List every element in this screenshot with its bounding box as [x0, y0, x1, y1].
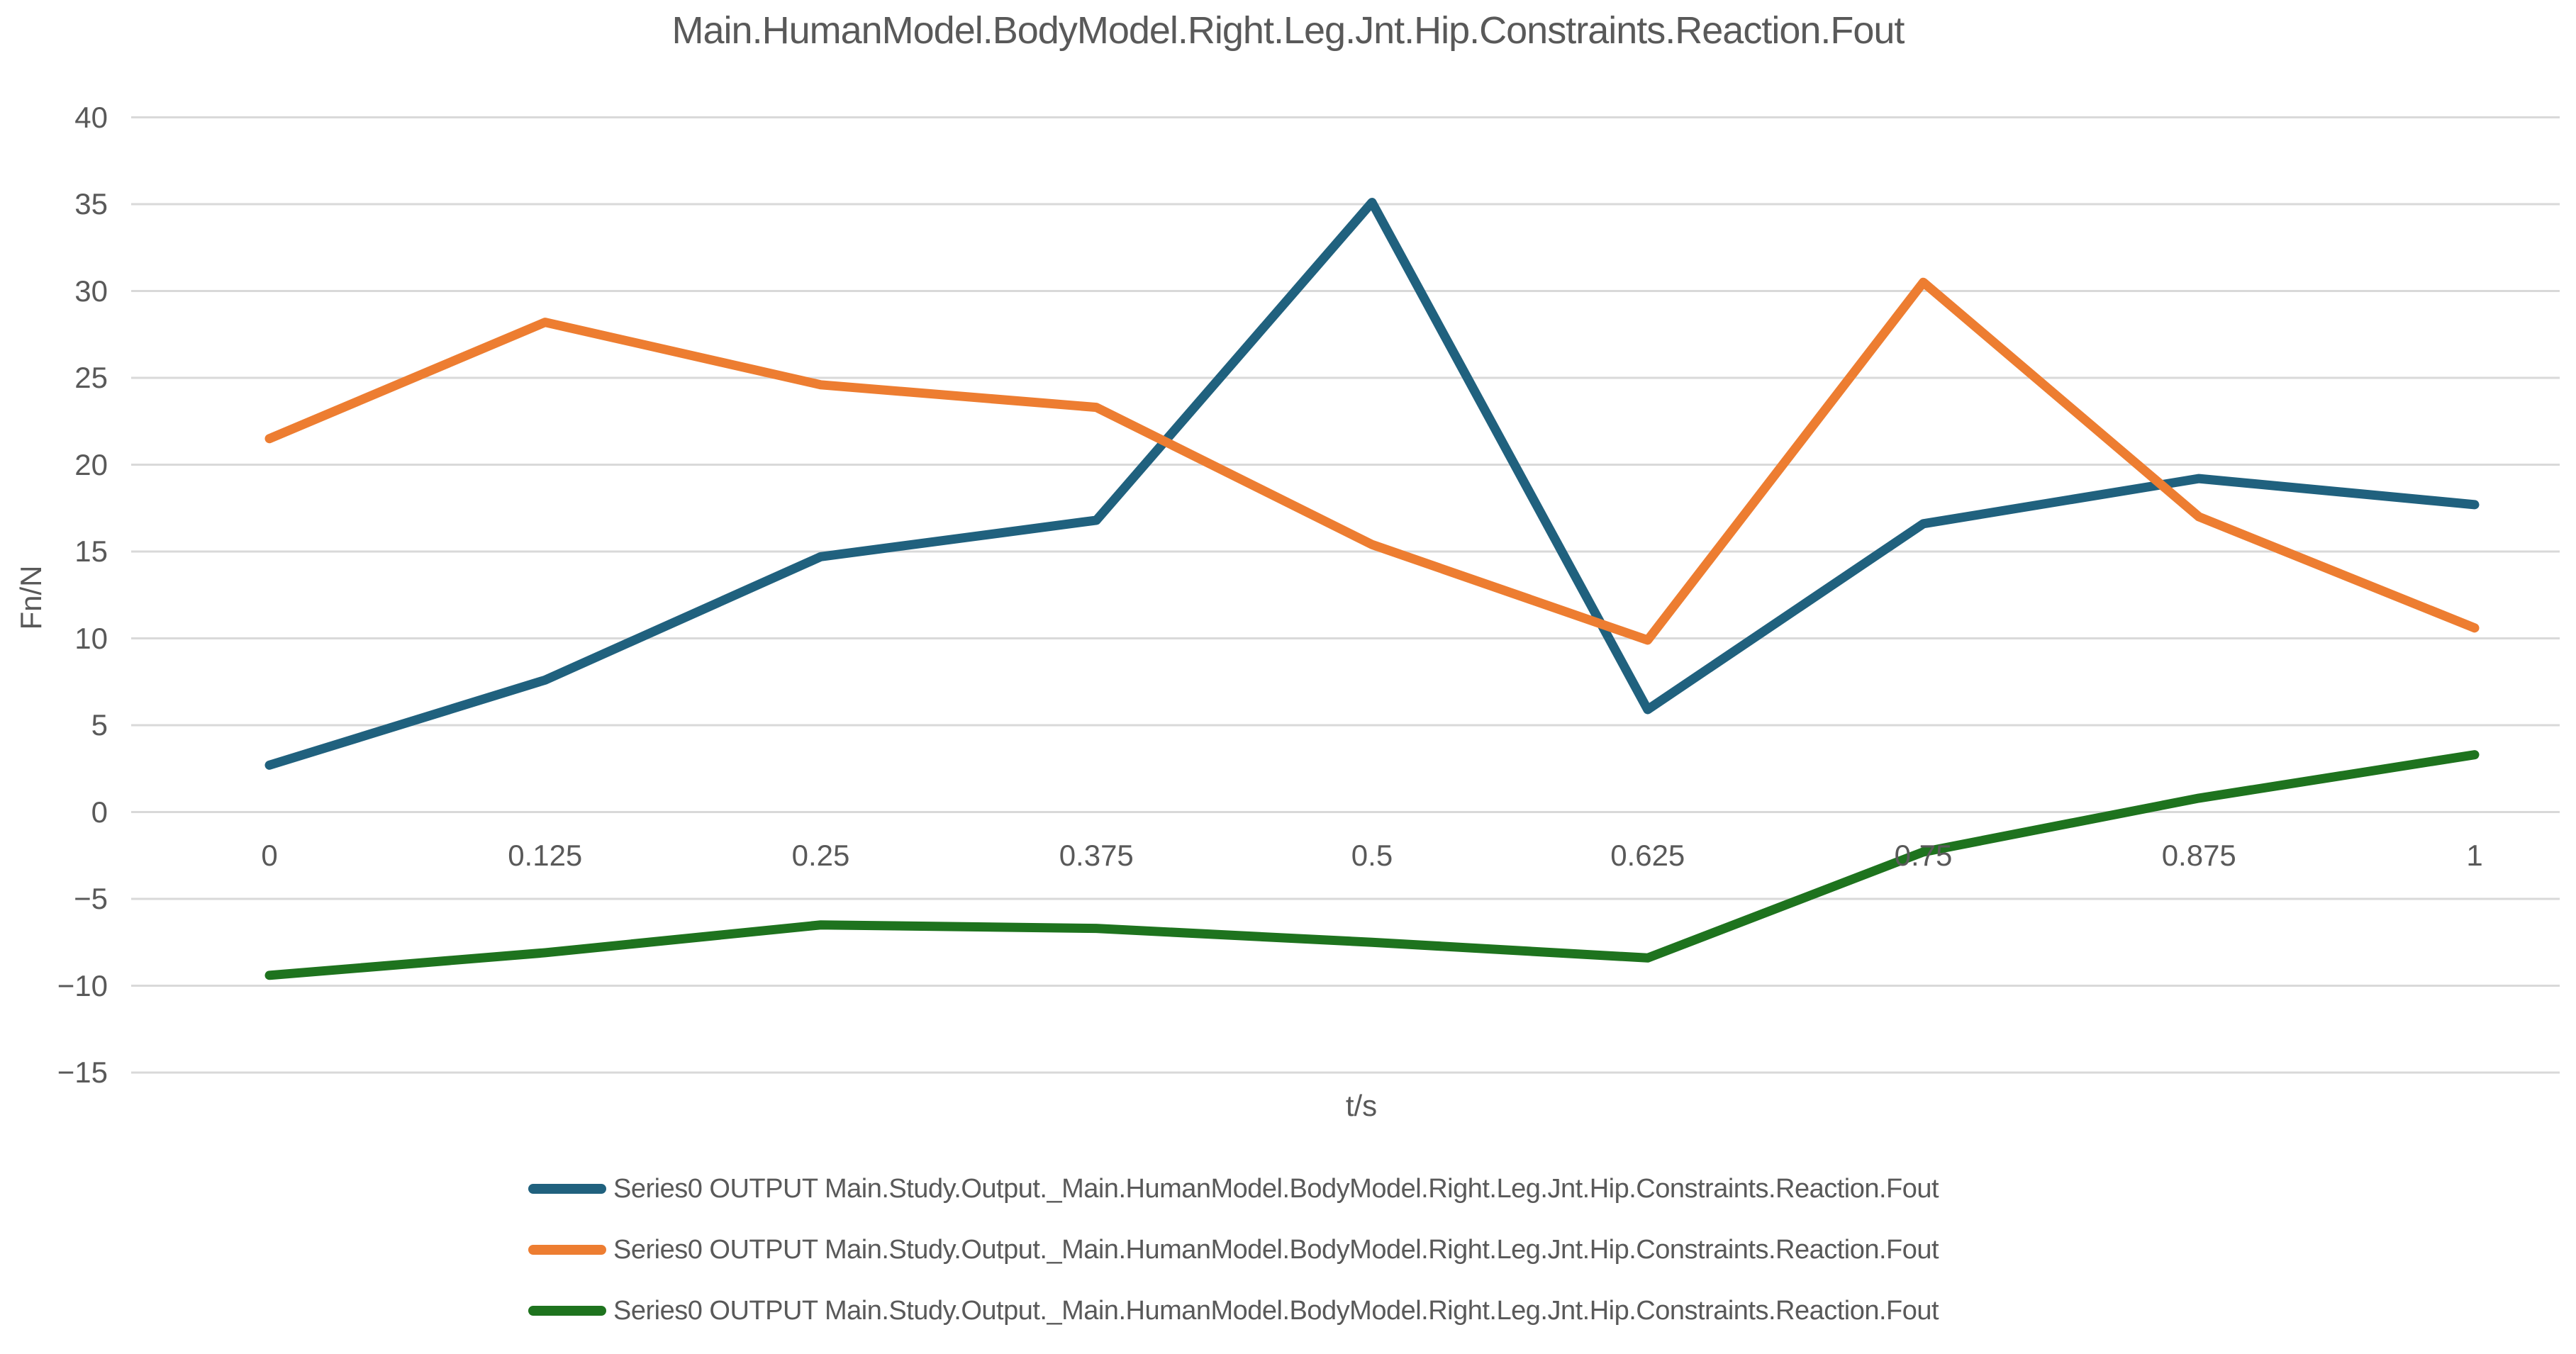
y-tick-label: 20 — [74, 447, 108, 481]
legend-item-0: Series0 OUTPUT Main.Study.Output._Main.H… — [528, 1168, 1939, 1209]
legend-label: Series0 OUTPUT Main.Study.Output._Main.H… — [613, 1295, 1939, 1326]
legend-label: Series0 OUTPUT Main.Study.Output._Main.H… — [613, 1234, 1939, 1265]
x-tick-label: 0.125 — [508, 839, 583, 872]
x-tick-label: 0.75 — [1894, 839, 1953, 872]
legend-swatch-icon — [528, 1245, 606, 1255]
y-tick-label: 10 — [74, 621, 108, 655]
y-tick-label: −10 — [57, 968, 108, 1002]
y-tick-label: −5 — [74, 882, 108, 915]
legend-item-1: Series0 OUTPUT Main.Study.Output._Main.H… — [528, 1229, 1939, 1270]
legend-swatch-icon — [528, 1184, 606, 1194]
y-tick-label: 15 — [74, 535, 108, 568]
y-tick-label: 0 — [91, 795, 108, 829]
chart-title: Main.HumanModel.BodyModel.Right.Leg.Jnt.… — [671, 9, 1905, 52]
y-tick-label: 40 — [74, 100, 108, 134]
legend-swatch-icon — [528, 1306, 606, 1316]
legend: Series0 OUTPUT Main.Study.Output._Main.H… — [528, 1168, 1939, 1351]
y-tick-label: 5 — [91, 708, 108, 742]
y-tick-label: 30 — [74, 274, 108, 308]
x-tick-label: 0 — [261, 839, 278, 872]
x-tick-label: 0.375 — [1059, 839, 1134, 872]
y-tick-label: 35 — [74, 187, 108, 220]
legend-item-2: Series0 OUTPUT Main.Study.Output._Main.H… — [528, 1290, 1939, 1331]
y-tick-label: 25 — [74, 361, 108, 394]
x-tick-label: 0.5 — [1351, 839, 1393, 872]
x-tick-label: 0.25 — [791, 839, 850, 872]
x-axis-title: t/s — [1345, 1089, 1378, 1122]
x-tick-label: 0.625 — [1610, 839, 1685, 872]
x-tick-label: 0.875 — [2161, 839, 2236, 872]
x-tick-label: 1 — [2466, 839, 2483, 872]
legend-label: Series0 OUTPUT Main.Study.Output._Main.H… — [613, 1173, 1939, 1204]
y-axis-title: Fn/N — [14, 565, 48, 630]
y-tick-label: −15 — [57, 1056, 108, 1089]
series-line-2 — [264, 750, 2480, 980]
series-line-1 — [264, 277, 2480, 645]
series-line-0 — [264, 198, 2480, 770]
